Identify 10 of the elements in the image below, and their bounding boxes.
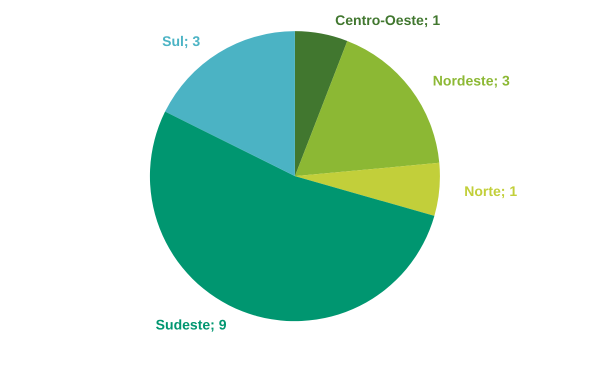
data-label: ; 3 — [493, 72, 510, 88]
data-label: ; 3 — [184, 32, 200, 49]
data-label: ; 9 — [210, 316, 227, 332]
slice-label: Sul — [162, 32, 184, 49]
slice-label: Nordeste — [432, 72, 494, 88]
slice-label: Sudeste — [156, 316, 210, 332]
data-label: ; 1 — [500, 182, 518, 199]
slice-label: Norte — [464, 182, 502, 199]
slice-label: Centro-Oeste — [335, 12, 424, 28]
data-label: ; 1 — [424, 12, 440, 28]
